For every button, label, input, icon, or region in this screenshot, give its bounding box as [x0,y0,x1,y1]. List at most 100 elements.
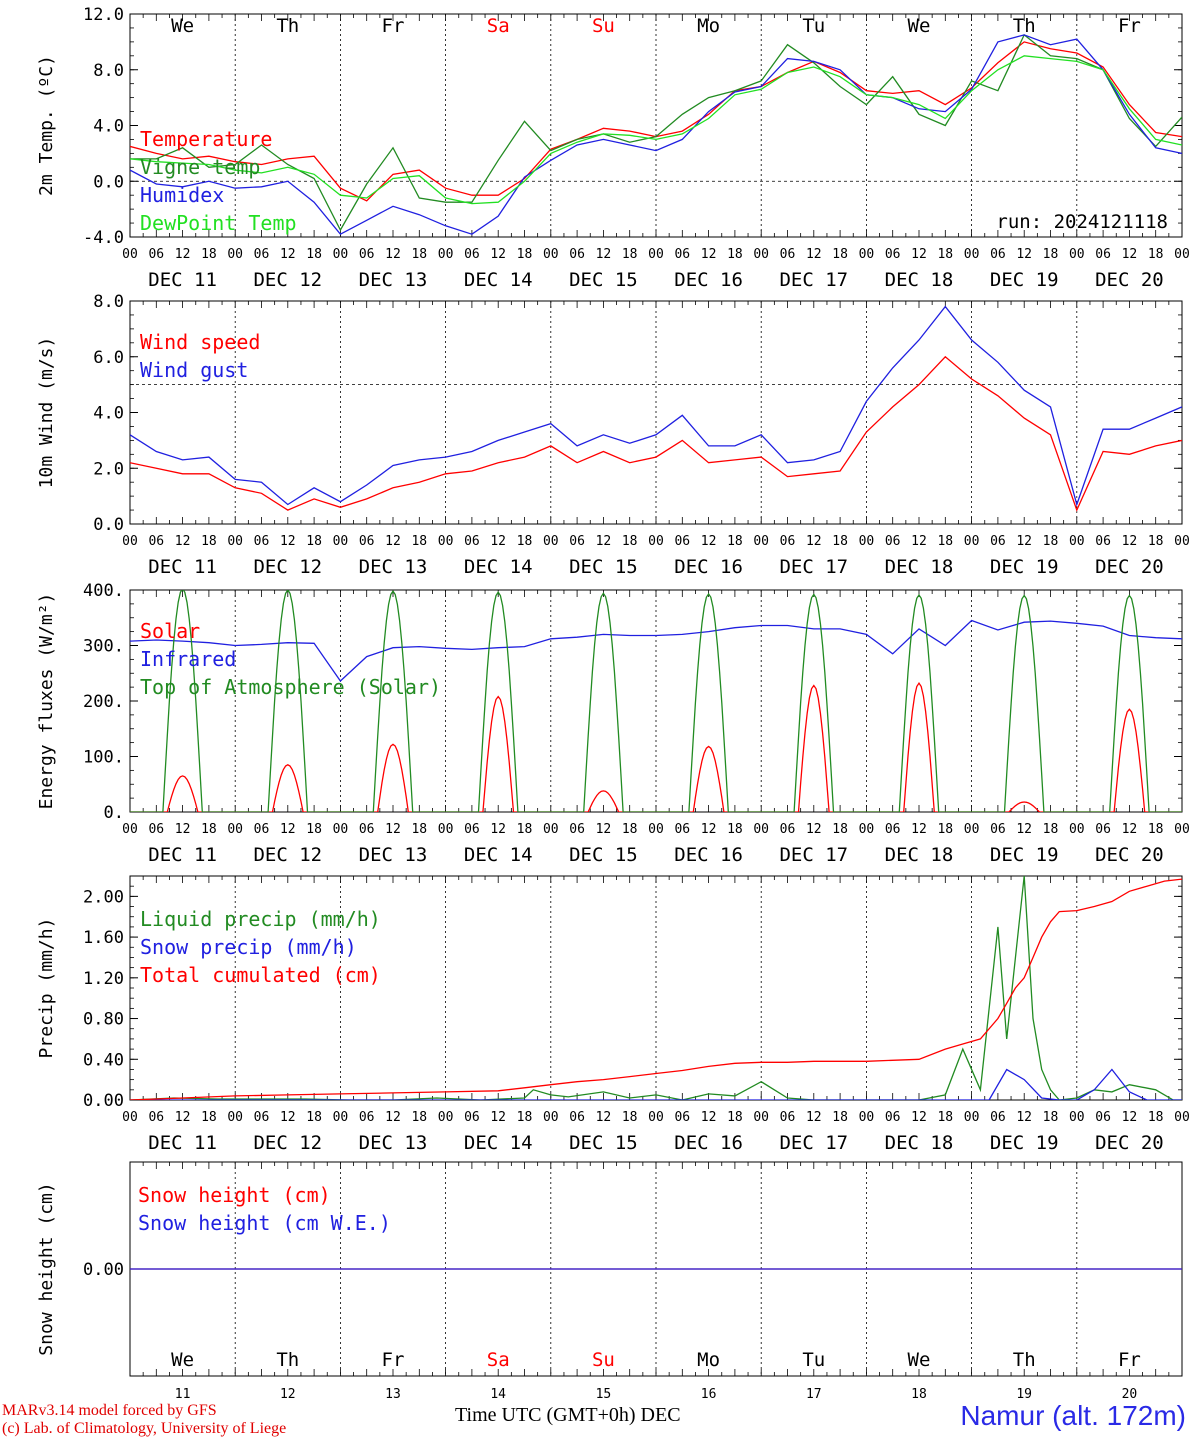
x-axis-title: Time UTC (GMT+0h) DEC [455,1404,681,1426]
x-hour-label: 12 [280,247,296,262]
x-hour-label: 06 [674,247,690,262]
panel-energy: 0. 100. 200. 300. 400. Energy fluxes (W/m²) So… [36,581,1190,866]
y-axis-label: Energy fluxes (W/m²) [36,593,57,810]
y-tick-label: 0.00 [83,1091,124,1111]
series-line-snow-precip-mm-h [130,1068,1182,1100]
x-hour-label: 00 [333,822,349,837]
x-hour-label: 12 [1016,1110,1032,1125]
weekday-label: Su [592,15,615,37]
x-hour-label: 12 [1016,822,1032,837]
x-hour-label: 00 [438,247,454,262]
x-hour-label: 12 [1016,534,1032,549]
x-date-label: DEC 17 [779,556,848,578]
y-tick-label: 400. [83,581,124,601]
x-hour-label: 12 [911,247,927,262]
y-tick-label: 6.0 [93,348,124,368]
weekday-label: Fr [382,15,405,37]
series-line-liquid-precip-mm-h [130,876,1182,1100]
weekday-label: We [908,1349,931,1371]
x-hour-label: 12 [385,534,401,549]
x-hour-label: 00 [543,822,559,837]
x-hour-label: 18 [727,1110,743,1125]
y-tick-label: 8.0 [93,61,124,81]
y-tick-label: 200. [83,692,124,712]
x-date-label: DEC 15 [569,269,638,291]
x-hour-label: 18 [1043,247,1059,262]
x-date-label: DEC 18 [885,269,954,291]
x-hour-label: 18 [411,822,427,837]
x-hour-label: 12 [490,247,506,262]
x-hour-label: 00 [648,247,664,262]
x-date-label: DEC 13 [359,269,428,291]
x-hour-label: 18 [1043,822,1059,837]
x-hour-label: 12 [1122,247,1138,262]
x-hour-label: 18 [1148,534,1164,549]
x-hour-label: 18 [727,534,743,549]
x-hour-label: 00 [648,1110,664,1125]
legend-entry: Liquid precip (mm/h) [140,907,381,931]
x-hour-label: 18 [306,1110,322,1125]
day-number-label: 19 [1016,1387,1032,1402]
x-hour-label: 06 [780,247,796,262]
x-hour-label: 18 [306,822,322,837]
x-hour-label: 06 [674,534,690,549]
x-hour-label: 12 [1122,534,1138,549]
x-hour-label: 00 [1069,534,1085,549]
x-hour-label: 06 [1095,247,1111,262]
y-tick-label: -4.0 [83,228,124,248]
panel-snow: 0.00 Snow height (cm) Snow height (cm) Snow… [36,1161,1183,1402]
x-hour-label: 12 [701,1110,717,1125]
x-date-label: DEC 13 [359,1132,428,1154]
x-hour-label: 06 [569,1110,585,1125]
x-hour-label: 06 [464,534,480,549]
y-tick-label: 8.0 [93,292,124,312]
series-line-dewpoint-temp [130,55,1182,205]
x-hour-label: 12 [490,822,506,837]
legend-entry: Wind speed [140,330,260,354]
series-line-humidex [130,34,1182,236]
series-line-wind-speed [130,355,1182,512]
x-hour-label: 12 [806,822,822,837]
x-date-label: DEC 11 [148,844,217,866]
x-hour-label: 12 [490,1110,506,1125]
x-date-label: DEC 11 [148,556,217,578]
x-hour-label: 06 [464,247,480,262]
day-number-label: 20 [1122,1387,1138,1402]
legend-entry: Wind gust [140,358,248,382]
x-hour-label: 18 [727,822,743,837]
x-hour-label: 00 [543,247,559,262]
x-hour-label: 00 [333,247,349,262]
x-hour-label: 00 [227,247,243,262]
x-hour-label: 00 [438,822,454,837]
series-line-total-cumulated-cm [130,878,1182,1100]
y-tick-label: 0. [104,803,124,823]
x-hour-label: 00 [648,534,664,549]
panel-precip: 0.00 0.40 0.80 1.20 1.60 2.00 Precip (mm/h) Liq… [36,875,1190,1154]
plot-area [130,33,1182,236]
x-date-label: DEC 14 [464,556,533,578]
x-hour-label: 18 [832,534,848,549]
x-hour-label: 06 [569,247,585,262]
x-hour-label: 18 [937,822,953,837]
x-date-label: DEC 13 [359,556,428,578]
x-hour-label: 00 [753,1110,769,1125]
x-hour-label: 18 [832,1110,848,1125]
x-hour-label: 00 [859,822,875,837]
x-hour-label: 18 [411,247,427,262]
y-tick-label: 1.20 [83,969,124,989]
legend-entry: Solar [140,619,200,643]
model-credit: MARv3.14 model forced by GFS [2,1402,217,1419]
x-hour-label: 12 [596,822,612,837]
legend-entry: Snow height (cm W.E.) [138,1211,391,1235]
weekday-label: Su [592,1349,615,1371]
y-axis-label: 10m Wind (m/s) [36,337,57,489]
lab-credit: (c) Lab. of Climatology, University of L… [2,1420,287,1437]
x-hour-label: 18 [937,247,953,262]
x-date-label: DEC 17 [779,844,848,866]
x-date-label: DEC 12 [253,1132,322,1154]
weekday-label: Sa [487,1349,510,1371]
y-tick-label: 4.0 [93,404,124,424]
day-number-label: 11 [175,1387,191,1402]
plot-area [130,876,1182,1100]
x-hour-label: 12 [175,822,191,837]
